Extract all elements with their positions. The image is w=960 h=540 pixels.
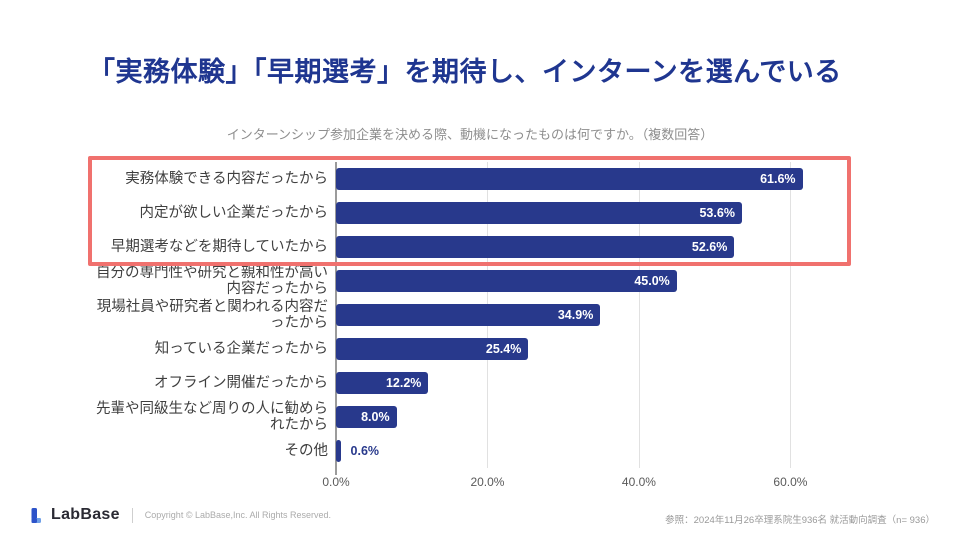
slide-title: 「実務体験」「早期選考」を期待し、インターンを選んでいる <box>88 57 842 87</box>
footer-left: LabBase Copyright © LabBase,Inc. All Rig… <box>30 506 331 524</box>
chart-row: 実務体験できる内容だったから 61.6% <box>88 162 851 196</box>
bar: 45.0% <box>336 270 677 292</box>
value-label: 8.0% <box>361 410 390 424</box>
copyright-text: Copyright © LabBase,Inc. All Rights Rese… <box>144 510 332 520</box>
gridline <box>638 162 640 468</box>
x-tick-label: 60.0% <box>773 475 808 489</box>
value-label: 61.6% <box>760 172 796 186</box>
bar-track: 25.4% <box>336 338 851 360</box>
bar-track: 53.6% <box>336 202 851 224</box>
bar-track: 52.6% <box>336 236 851 258</box>
chart-row: その他 0.6% <box>88 434 851 468</box>
bar-track: 8.0% <box>336 406 851 428</box>
value-label: 0.6% <box>350 444 380 458</box>
bar: 52.6% <box>336 236 735 258</box>
value-label: 45.0% <box>634 274 670 288</box>
highlight-box <box>88 156 851 266</box>
category-label: 現場社員や研究者と関われる内容だったから <box>96 298 328 332</box>
x-tick-label: 40.0% <box>621 475 656 489</box>
category-label: 早期選考などを期待していたから <box>110 238 328 255</box>
reference-note: 参照：2024年11月26卒理系院生936名 就活動向調査（n= 936） <box>665 515 935 526</box>
labbase-logo-text: LabBase <box>51 506 120 523</box>
bar-chart: 実務体験できる内容だったから 61.6% 内定が欲しい企業だったから 53.6% 早期選… <box>88 156 851 507</box>
category-label: 自分の専門性や研究と親和性が高い内容だったから <box>96 264 328 298</box>
chart-question-subtitle: インターンシップ参加企業を決める際、動機になったものは何ですか。（複数回答） <box>226 127 714 142</box>
chart-row: 自分の専門性や研究と親和性が高い内容だったから 45.0% <box>88 264 851 298</box>
chart-row: オフライン開催だったから 12.2% <box>88 366 851 400</box>
value-label: 52.6% <box>691 240 728 254</box>
bar: 8.0% <box>336 406 397 428</box>
chart-row: 現場社員や研究者と関われる内容だったから 34.9% <box>88 298 851 332</box>
x-tick-label: 0.0% <box>322 475 350 489</box>
bar: 25.4% <box>336 338 529 360</box>
chart-row: 知っている企業だったから 25.4% <box>88 332 851 366</box>
category-label: オフライン開催だったから <box>154 374 328 391</box>
value-label: 53.6% <box>699 206 735 220</box>
bar: 34.9% <box>336 304 601 326</box>
labbase-logo-icon <box>31 507 41 523</box>
bar-track: 12.2% <box>336 372 851 394</box>
value-label: 12.2% <box>385 376 422 390</box>
category-label: その他 <box>284 442 329 459</box>
x-axis-ticks: 0.0% 20.0% 40.0% 60.0% <box>322 475 851 495</box>
gridline <box>790 162 792 468</box>
bar-track: 0.6% <box>336 440 851 462</box>
chart-row: 先輩や同級生など周りの人に勧められたから 8.0% <box>88 400 851 434</box>
labbase-logo: LabBase <box>30 506 120 524</box>
bar: 53.6% <box>336 202 742 224</box>
chart-row: 早期選考などを期待していたから 52.6% <box>88 230 851 264</box>
category-label: 内定が欲しい企業だったから <box>139 204 329 221</box>
chart-row: 内定が欲しい企業だったから 53.6% <box>88 196 851 230</box>
value-label: 34.9% <box>557 308 594 322</box>
category-label: 先輩や同級生など周りの人に勧められたから <box>96 400 328 434</box>
bar <box>336 440 341 462</box>
bar-track: 45.0% <box>336 270 851 292</box>
bar-track: 61.6% <box>336 168 851 190</box>
value-label: 25.4% <box>485 342 522 356</box>
footer-divider <box>131 507 133 523</box>
bar-track: 34.9% <box>336 304 851 326</box>
category-label: 実務体験できる内容だったから <box>125 170 328 187</box>
bar: 12.2% <box>336 372 429 394</box>
bar: 61.6% <box>336 168 803 190</box>
category-label: 知っている企業だったから <box>154 340 328 357</box>
x-tick-label: 20.0% <box>470 475 505 489</box>
bar-rows: 実務体験できる内容だったから 61.6% 内定が欲しい企業だったから 53.6% 早期選… <box>88 162 851 468</box>
